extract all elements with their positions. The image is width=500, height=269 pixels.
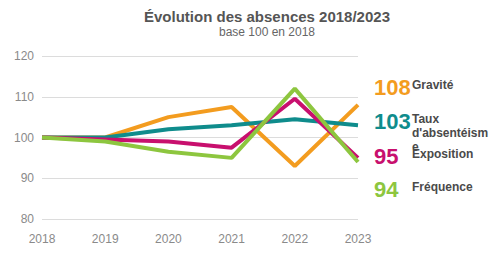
svg-text:108: 108 — [374, 75, 411, 100]
svg-text:2023: 2023 — [345, 232, 372, 246]
svg-text:2022: 2022 — [281, 232, 308, 246]
svg-text:94: 94 — [374, 177, 399, 202]
svg-text:Taux: Taux — [412, 112, 442, 126]
svg-text:95: 95 — [374, 144, 398, 169]
svg-text:2018: 2018 — [29, 232, 56, 246]
svg-text:Fréquence: Fréquence — [412, 180, 473, 194]
svg-text:110: 110 — [15, 90, 34, 104]
svg-text:90: 90 — [21, 171, 35, 185]
svg-text:Gravité: Gravité — [412, 78, 454, 92]
svg-text:103: 103 — [374, 109, 411, 134]
svg-text:Évolution des absences 2018/20: Évolution des absences 2018/2023 — [144, 8, 390, 25]
svg-text:2019: 2019 — [92, 232, 119, 246]
svg-text:d'absentéism: d'absentéism — [412, 126, 488, 140]
svg-text:2021: 2021 — [218, 232, 245, 246]
svg-text:80: 80 — [21, 212, 35, 226]
svg-text:Exposition: Exposition — [412, 147, 473, 161]
svg-text:120: 120 — [14, 49, 34, 63]
svg-text:2020: 2020 — [155, 232, 182, 246]
svg-text:base 100 en 2018: base 100 en 2018 — [219, 25, 315, 39]
svg-text:100: 100 — [14, 131, 34, 145]
